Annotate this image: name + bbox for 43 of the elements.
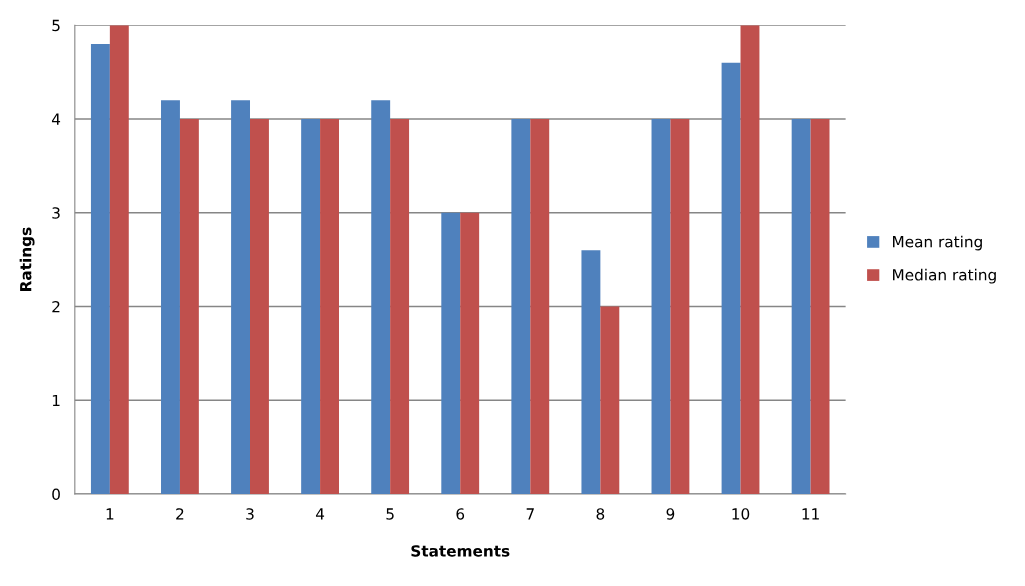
bar <box>109 25 129 494</box>
x-tick-label: 9 <box>666 508 675 520</box>
bar <box>651 118 671 494</box>
bar <box>511 118 531 494</box>
x-tick-label: 7 <box>526 508 534 520</box>
x-tick-label: 2 <box>176 508 184 520</box>
bar <box>179 118 199 494</box>
y-tick-label: 3 <box>52 207 60 219</box>
bar <box>530 118 550 494</box>
x-tick-label: 1 <box>106 508 114 520</box>
bar <box>600 306 620 494</box>
bar <box>390 118 410 494</box>
bar <box>161 100 180 494</box>
x-tick-label: 6 <box>456 508 465 520</box>
y-tick-label: 2 <box>52 300 60 313</box>
bar <box>371 100 391 494</box>
x-axis-title: Statements <box>411 545 510 557</box>
bar <box>581 250 601 494</box>
bar <box>301 118 321 494</box>
x-tick-label: 3 <box>246 508 254 520</box>
bar <box>231 100 251 494</box>
bar <box>721 62 741 494</box>
legend-label: Median rating <box>893 268 996 284</box>
bar <box>791 118 811 494</box>
x-tick-label: 11 <box>802 508 819 520</box>
bar <box>90 43 110 494</box>
x-tick-label: 5 <box>386 508 394 520</box>
bar <box>250 118 269 494</box>
y-tick-label: 0 <box>52 488 60 501</box>
bar <box>320 118 339 494</box>
x-tick-label: 4 <box>315 508 325 520</box>
bar <box>740 25 760 494</box>
bar <box>670 118 690 494</box>
x-tick-label: 8 <box>596 508 605 520</box>
bar <box>441 212 461 494</box>
legend-label: Mean rating <box>893 235 982 251</box>
y-tick-label: 5 <box>52 19 60 32</box>
y-tick-label: 1 <box>52 394 60 407</box>
y-axis-title: Ratings <box>19 227 35 291</box>
x-tick-label: 10 <box>732 508 750 520</box>
bar <box>460 212 480 494</box>
y-tick-label: 4 <box>51 113 61 125</box>
bar <box>810 118 830 494</box>
